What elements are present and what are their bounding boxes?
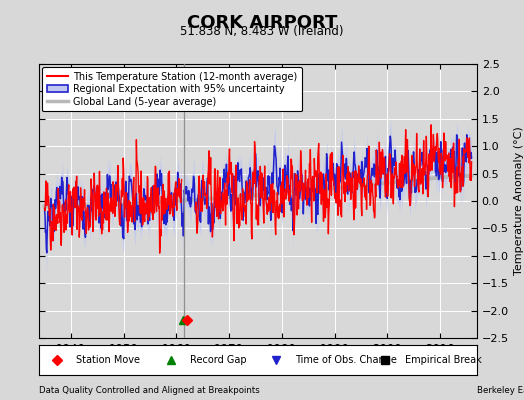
Text: CORK AIRPORT: CORK AIRPORT [187, 14, 337, 32]
Text: Station Move: Station Move [77, 354, 140, 365]
Text: 51.838 N, 8.483 W (Ireland): 51.838 N, 8.483 W (Ireland) [180, 25, 344, 38]
Y-axis label: Temperature Anomaly (°C): Temperature Anomaly (°C) [515, 127, 524, 275]
Text: Berkeley Earth: Berkeley Earth [477, 386, 524, 395]
Text: Time of Obs. Change: Time of Obs. Change [295, 354, 397, 365]
Text: Data Quality Controlled and Aligned at Breakpoints: Data Quality Controlled and Aligned at B… [39, 386, 260, 395]
Legend: This Temperature Station (12-month average), Regional Expectation with 95% uncer: This Temperature Station (12-month avera… [42, 67, 302, 112]
Text: Record Gap: Record Gap [190, 354, 247, 365]
Text: Empirical Break: Empirical Break [405, 354, 482, 365]
